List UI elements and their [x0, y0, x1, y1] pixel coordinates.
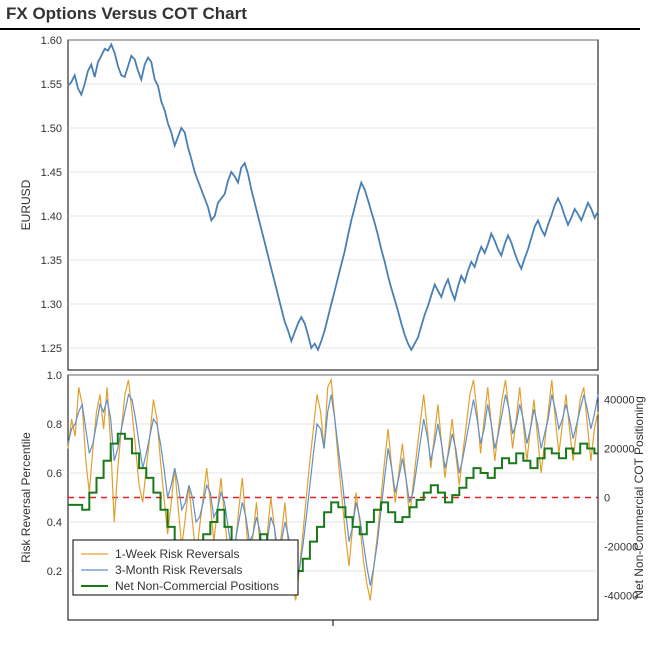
svg-text:3-Month Risk Reversals: 3-Month Risk Reversals [115, 563, 242, 577]
svg-text:1.55: 1.55 [41, 79, 62, 91]
svg-text:1.50: 1.50 [41, 123, 62, 135]
svg-text:Net Non-Commercial Positions: Net Non-Commercial Positions [115, 579, 279, 593]
svg-text:0.6: 0.6 [47, 468, 62, 480]
chart-container: 1.25 1.30 1.35 1.40 1.45 1.50 1.55 1.60 EURUSD 0.… [8, 30, 648, 662]
svg-text:20000: 20000 [604, 444, 635, 456]
svg-text:EURUSD: EURUSD [19, 179, 33, 230]
svg-text:40000: 40000 [604, 395, 635, 407]
svg-text:1.0: 1.0 [47, 370, 62, 382]
svg-text:1.40: 1.40 [41, 211, 62, 223]
svg-text:1.25: 1.25 [41, 343, 62, 355]
svg-text:1.35: 1.35 [41, 255, 62, 267]
svg-text:0: 0 [604, 493, 610, 505]
svg-text:1.60: 1.60 [41, 35, 62, 47]
svg-text:Net Non-Commercial COT Positio: Net Non-Commercial COT Positioning [632, 396, 646, 599]
svg-text:0.8: 0.8 [47, 419, 62, 431]
chart-svg: 1.25 1.30 1.35 1.40 1.45 1.50 1.55 1.60 EURUSD 0.… [8, 30, 648, 662]
chart-title: FX Options Versus COT Chart [0, 0, 640, 30]
svg-text:1.30: 1.30 [41, 299, 62, 311]
svg-text:0.4: 0.4 [47, 517, 62, 529]
svg-text:1.45: 1.45 [41, 167, 62, 179]
svg-text:0.2: 0.2 [47, 566, 62, 578]
svg-text:1-Week Risk Reversals: 1-Week Risk Reversals [115, 547, 239, 561]
svg-text:Risk Reversal Percentile: Risk Reversal Percentile [19, 432, 33, 563]
